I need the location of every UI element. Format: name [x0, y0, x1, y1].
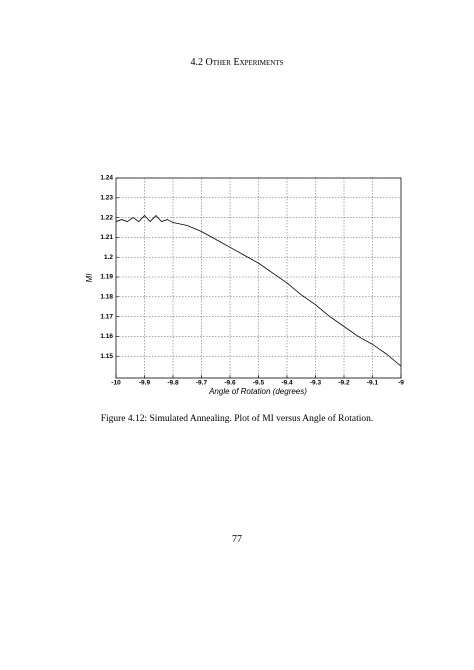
y-tick-label: 1.16: [100, 333, 113, 340]
y-tick-label: 1.22: [100, 214, 113, 221]
x-tick-label: -9.5: [253, 380, 265, 387]
y-tick-label: 1.24: [100, 175, 113, 182]
page-number: 77: [232, 534, 242, 545]
y-tick-label: 1.19: [100, 274, 113, 281]
x-axis-label: Angle of Rotation (degrees): [208, 387, 307, 396]
y-axis-label: MI: [85, 273, 94, 283]
y-tick-label: 1.23: [100, 195, 113, 202]
y-tick-label: 1.21: [100, 234, 113, 241]
x-tick-label: -9.9: [139, 380, 151, 387]
x-tick-label: -9.3: [310, 380, 322, 387]
x-tick-label: -9.7: [196, 380, 208, 387]
y-tick-label: 1.2: [104, 254, 113, 261]
x-tick-label: -9: [398, 380, 404, 387]
x-tick-label: -9.2: [338, 380, 350, 387]
y-tick-label: 1.17: [100, 313, 113, 320]
x-tick-label: -9.6: [224, 380, 236, 387]
figure-caption: Figure 4.12: Simulated Annealing. Plot o…: [101, 413, 374, 424]
x-tick-label: -9.1: [367, 380, 379, 387]
y-tick-label: 1.15: [100, 353, 113, 360]
data-line: [115, 215, 402, 367]
x-tick-label: -10: [111, 380, 121, 387]
running-header: 4.2 Other Experiments: [190, 57, 283, 68]
x-tick-label: -9.8: [167, 380, 179, 387]
x-tick-label: -9.4: [281, 380, 293, 387]
y-tick-label: 1.18: [100, 294, 113, 301]
